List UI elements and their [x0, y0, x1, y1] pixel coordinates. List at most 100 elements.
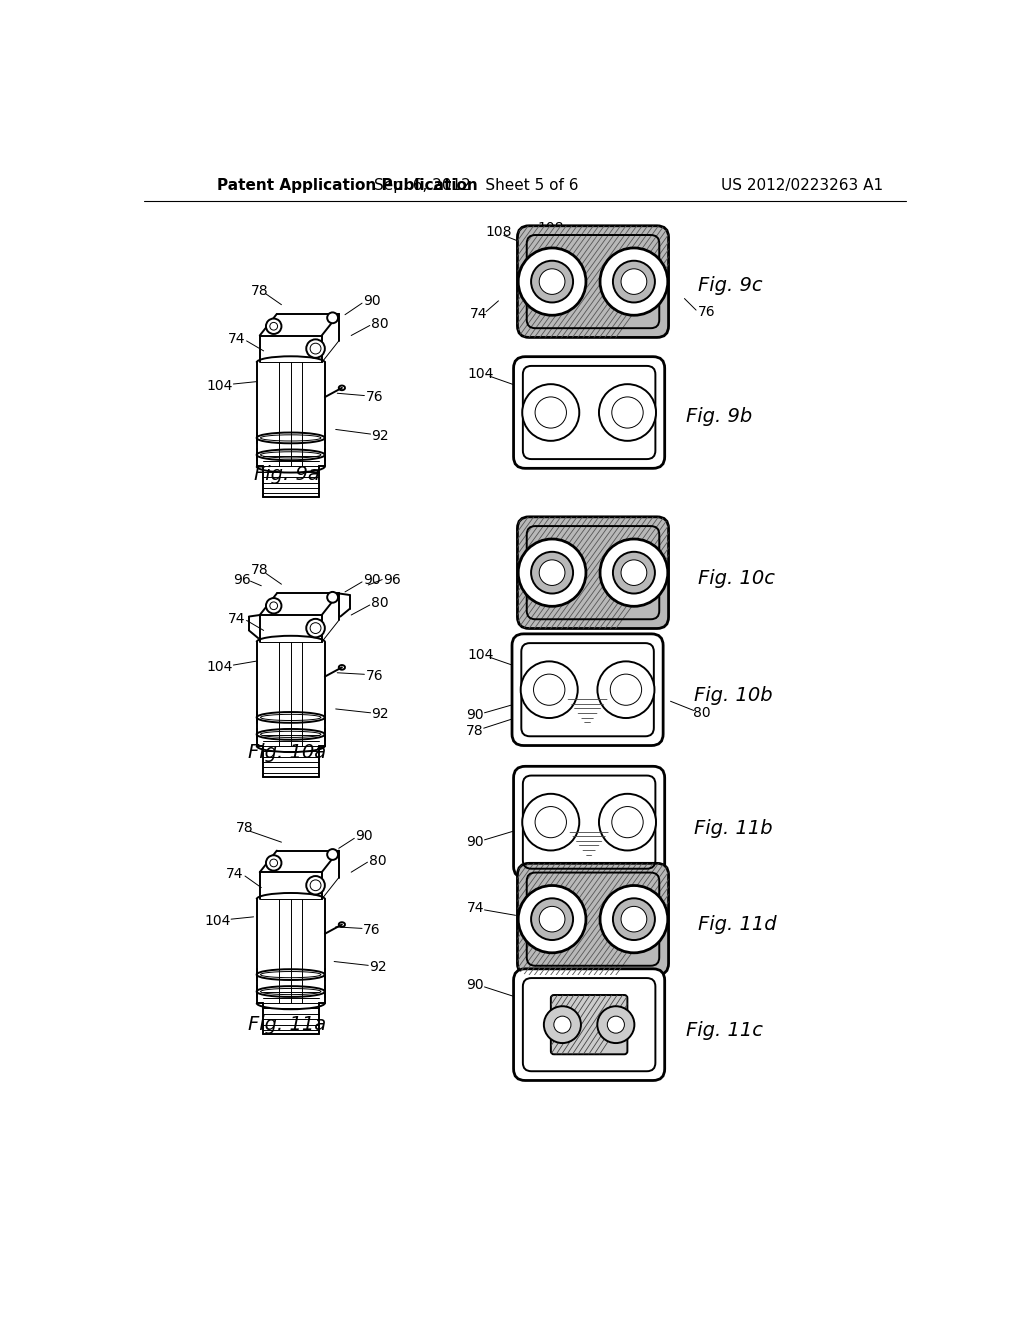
Circle shape — [536, 397, 566, 428]
Text: 74: 74 — [470, 308, 487, 321]
Circle shape — [599, 793, 656, 850]
Circle shape — [328, 849, 338, 859]
Circle shape — [310, 880, 321, 891]
Text: 90: 90 — [364, 294, 381, 308]
Circle shape — [607, 1016, 625, 1034]
Text: 106: 106 — [560, 440, 587, 454]
Circle shape — [328, 591, 338, 603]
FancyBboxPatch shape — [514, 969, 665, 1081]
Circle shape — [270, 602, 278, 610]
Circle shape — [600, 539, 668, 606]
Text: 78: 78 — [251, 284, 268, 298]
FancyBboxPatch shape — [514, 767, 665, 878]
Circle shape — [610, 675, 642, 705]
Text: Fig. 11c: Fig. 11c — [686, 1022, 763, 1040]
Circle shape — [531, 899, 573, 940]
Text: 78: 78 — [466, 723, 483, 738]
Circle shape — [534, 675, 565, 705]
Circle shape — [310, 623, 321, 634]
Text: 108: 108 — [538, 220, 563, 235]
Text: US 2012/0223263 A1: US 2012/0223263 A1 — [721, 178, 884, 193]
Text: 74: 74 — [227, 333, 246, 346]
Text: Fig. 9b: Fig. 9b — [686, 407, 753, 426]
Circle shape — [554, 1016, 571, 1034]
Text: Fig. 9a: Fig. 9a — [254, 465, 319, 483]
Text: 80: 80 — [371, 317, 389, 331]
Text: 90: 90 — [466, 836, 484, 849]
Circle shape — [266, 598, 282, 614]
Circle shape — [536, 807, 566, 838]
Text: 92: 92 — [371, 708, 389, 721]
Text: 90: 90 — [355, 829, 373, 843]
Circle shape — [306, 876, 325, 895]
Circle shape — [600, 886, 668, 953]
Circle shape — [306, 339, 325, 358]
Text: 106: 106 — [560, 523, 587, 536]
Text: 76: 76 — [697, 305, 715, 319]
Text: 80: 80 — [369, 854, 386, 867]
Text: 106: 106 — [599, 224, 626, 239]
Circle shape — [520, 661, 578, 718]
Circle shape — [310, 343, 321, 354]
Text: 76: 76 — [366, 669, 383, 682]
Circle shape — [270, 322, 278, 330]
Circle shape — [597, 1006, 635, 1043]
Text: Fig. 10c: Fig. 10c — [697, 569, 774, 587]
Circle shape — [613, 899, 655, 940]
Circle shape — [611, 807, 643, 838]
Circle shape — [621, 560, 647, 586]
Text: Fig. 11b: Fig. 11b — [693, 818, 772, 838]
Text: 104: 104 — [206, 379, 232, 392]
Text: Fig. 11d: Fig. 11d — [697, 915, 776, 935]
Circle shape — [540, 269, 565, 294]
Text: 80: 80 — [692, 706, 711, 719]
Text: 96: 96 — [233, 573, 251, 586]
Circle shape — [266, 318, 282, 334]
FancyBboxPatch shape — [517, 517, 669, 628]
FancyBboxPatch shape — [517, 863, 669, 975]
Text: 74: 74 — [467, 900, 484, 915]
Text: 92: 92 — [369, 960, 386, 974]
Circle shape — [599, 384, 656, 441]
Circle shape — [270, 859, 278, 867]
Text: Fig. 11a: Fig. 11a — [248, 1015, 326, 1034]
Circle shape — [522, 384, 580, 441]
Circle shape — [306, 619, 325, 638]
FancyBboxPatch shape — [517, 226, 669, 338]
Text: Fig. 10a: Fig. 10a — [248, 743, 326, 763]
Text: 104: 104 — [467, 367, 494, 381]
Text: 108: 108 — [485, 224, 512, 239]
Text: Patent Application Publication: Patent Application Publication — [217, 178, 478, 193]
Text: 92: 92 — [371, 429, 389, 442]
FancyBboxPatch shape — [512, 634, 664, 746]
Text: 80: 80 — [371, 597, 389, 610]
Text: 106: 106 — [540, 645, 566, 660]
Text: 104: 104 — [206, 660, 232, 673]
Circle shape — [522, 793, 580, 850]
Text: 108: 108 — [555, 366, 582, 379]
Circle shape — [611, 397, 643, 428]
Circle shape — [600, 248, 668, 315]
Text: 76: 76 — [366, 391, 383, 404]
Text: 104: 104 — [204, 913, 230, 928]
Text: 78: 78 — [236, 821, 253, 836]
Circle shape — [518, 539, 586, 606]
Circle shape — [531, 552, 573, 594]
Text: Fig. 9c: Fig. 9c — [697, 276, 762, 294]
Circle shape — [328, 313, 338, 323]
Text: 76: 76 — [364, 923, 381, 937]
FancyBboxPatch shape — [551, 995, 628, 1055]
Text: Fig. 10b: Fig. 10b — [693, 685, 772, 705]
Text: 106: 106 — [545, 776, 571, 791]
Circle shape — [621, 269, 647, 294]
FancyBboxPatch shape — [514, 356, 665, 469]
Circle shape — [266, 855, 282, 871]
Text: 90: 90 — [466, 708, 484, 722]
Text: 74: 74 — [227, 612, 246, 626]
Text: 104: 104 — [467, 648, 494, 663]
Circle shape — [518, 248, 586, 315]
Text: 78: 78 — [251, 564, 268, 577]
Circle shape — [613, 261, 655, 302]
Text: 74: 74 — [226, 867, 244, 882]
Circle shape — [518, 886, 586, 953]
